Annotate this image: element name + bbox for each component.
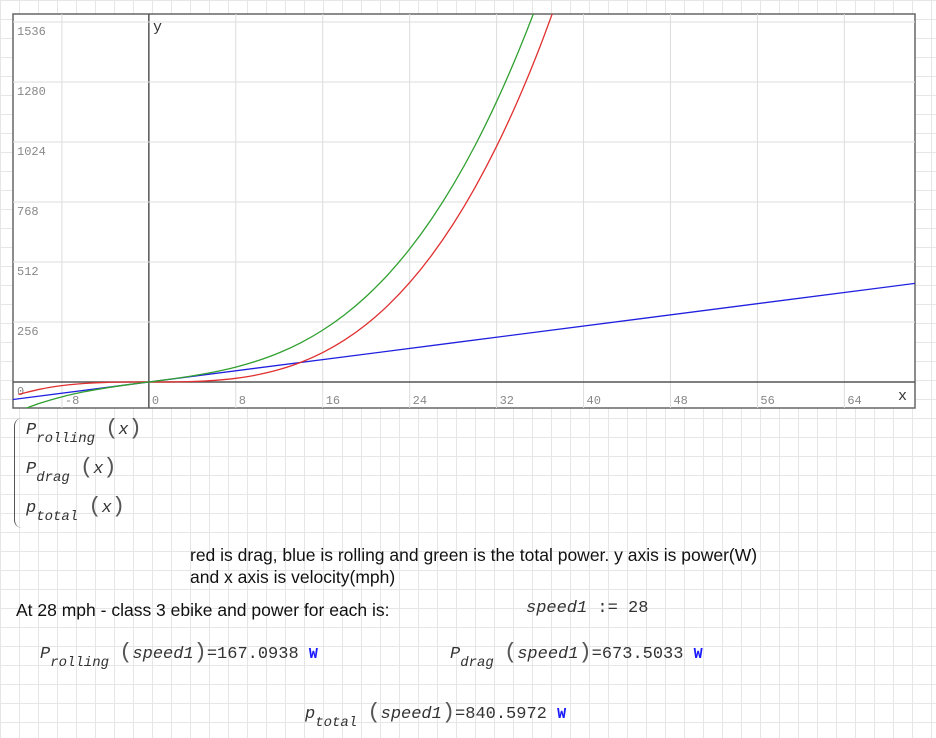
func-name: p — [26, 499, 37, 518]
x-tick-label: 24 — [413, 394, 427, 408]
y-tick-label: 1536 — [17, 25, 46, 39]
x-tick-label: 8 — [239, 394, 246, 408]
func-name: P — [26, 460, 37, 479]
y-tick-label: 256 — [17, 325, 39, 339]
y-tick-label: 1280 — [17, 85, 46, 99]
func-arg: x — [93, 460, 104, 479]
func-name: P — [26, 421, 37, 440]
plot-region[interactable]: -8 0 8 16 24 32 40 48 56 64 0 256 512 768 1024 1280 1536… — [0, 0, 936, 420]
note-line-1: red is drag, blue is rolling and green i… — [190, 545, 758, 565]
result-total[interactable]: ptotal (speed1)=840.5972 W — [305, 700, 567, 731]
result-unit: W — [693, 646, 703, 663]
result-rolling[interactable]: Prolling (speed1)=167.0938 W — [40, 640, 318, 671]
drag-power-curve — [18, 14, 553, 396]
y-axis-label: y — [153, 19, 162, 36]
x-tick-label: -8 — [65, 394, 79, 408]
function-rolling[interactable]: Prolling (x) — [26, 416, 142, 447]
intro-text: At 28 mph - class 3 ebike and power for … — [16, 600, 390, 620]
result-value: 167.0938 — [217, 645, 299, 664]
x-tick-label: 40 — [587, 394, 601, 408]
result-value: 673.5033 — [601, 645, 684, 664]
plot-grid — [13, 14, 915, 408]
speed-assignment[interactable]: speed1 := 28 — [526, 599, 649, 618]
func-subscript: total — [36, 509, 79, 525]
x-tick-label: 32 — [500, 394, 514, 408]
x-tick-label: 64 — [847, 394, 861, 408]
note-line-2: and x axis is velocity(mph) — [190, 567, 396, 587]
func-arg: x — [101, 499, 112, 518]
func-subscript: drag — [36, 470, 70, 486]
result-func-subscript: total — [315, 715, 358, 731]
x-tick-label: 0 — [152, 394, 159, 408]
x-tick-label: 48 — [673, 394, 687, 408]
func-arg: x — [118, 421, 129, 440]
result-arg: speed1 — [517, 645, 579, 664]
result-func-subscript: drag — [460, 655, 494, 671]
result-drag[interactable]: Pdrag (speed1)=673.5033 W — [450, 640, 703, 671]
y-tick-label: 0 — [17, 385, 24, 399]
y-tick-label: 512 — [17, 265, 39, 279]
result-unit: W — [308, 646, 318, 663]
plot-frame — [12, 13, 916, 409]
func-subscript: rolling — [36, 431, 96, 447]
y-tick-label: 768 — [17, 205, 39, 219]
y-tick-label: 1024 — [17, 145, 46, 159]
result-arg: speed1 — [132, 645, 194, 664]
result-func-name: P — [40, 645, 51, 664]
result-func-name: p — [305, 705, 316, 724]
result-value: 840.5972 — [465, 705, 547, 724]
function-total[interactable]: ptotal (x) — [26, 494, 126, 525]
x-tick-label: 16 — [326, 394, 340, 408]
total-power-curve — [24, 14, 535, 408]
result-arg: speed1 — [380, 705, 442, 724]
result-func-name: P — [450, 645, 461, 664]
function-drag[interactable]: Pdrag (x) — [26, 455, 117, 486]
function-list-brace — [14, 418, 23, 528]
result-func-subscript: rolling — [50, 655, 110, 671]
result-unit: W — [557, 706, 567, 723]
x-tick-label: 56 — [760, 394, 774, 408]
x-axis-label: x — [898, 388, 907, 405]
